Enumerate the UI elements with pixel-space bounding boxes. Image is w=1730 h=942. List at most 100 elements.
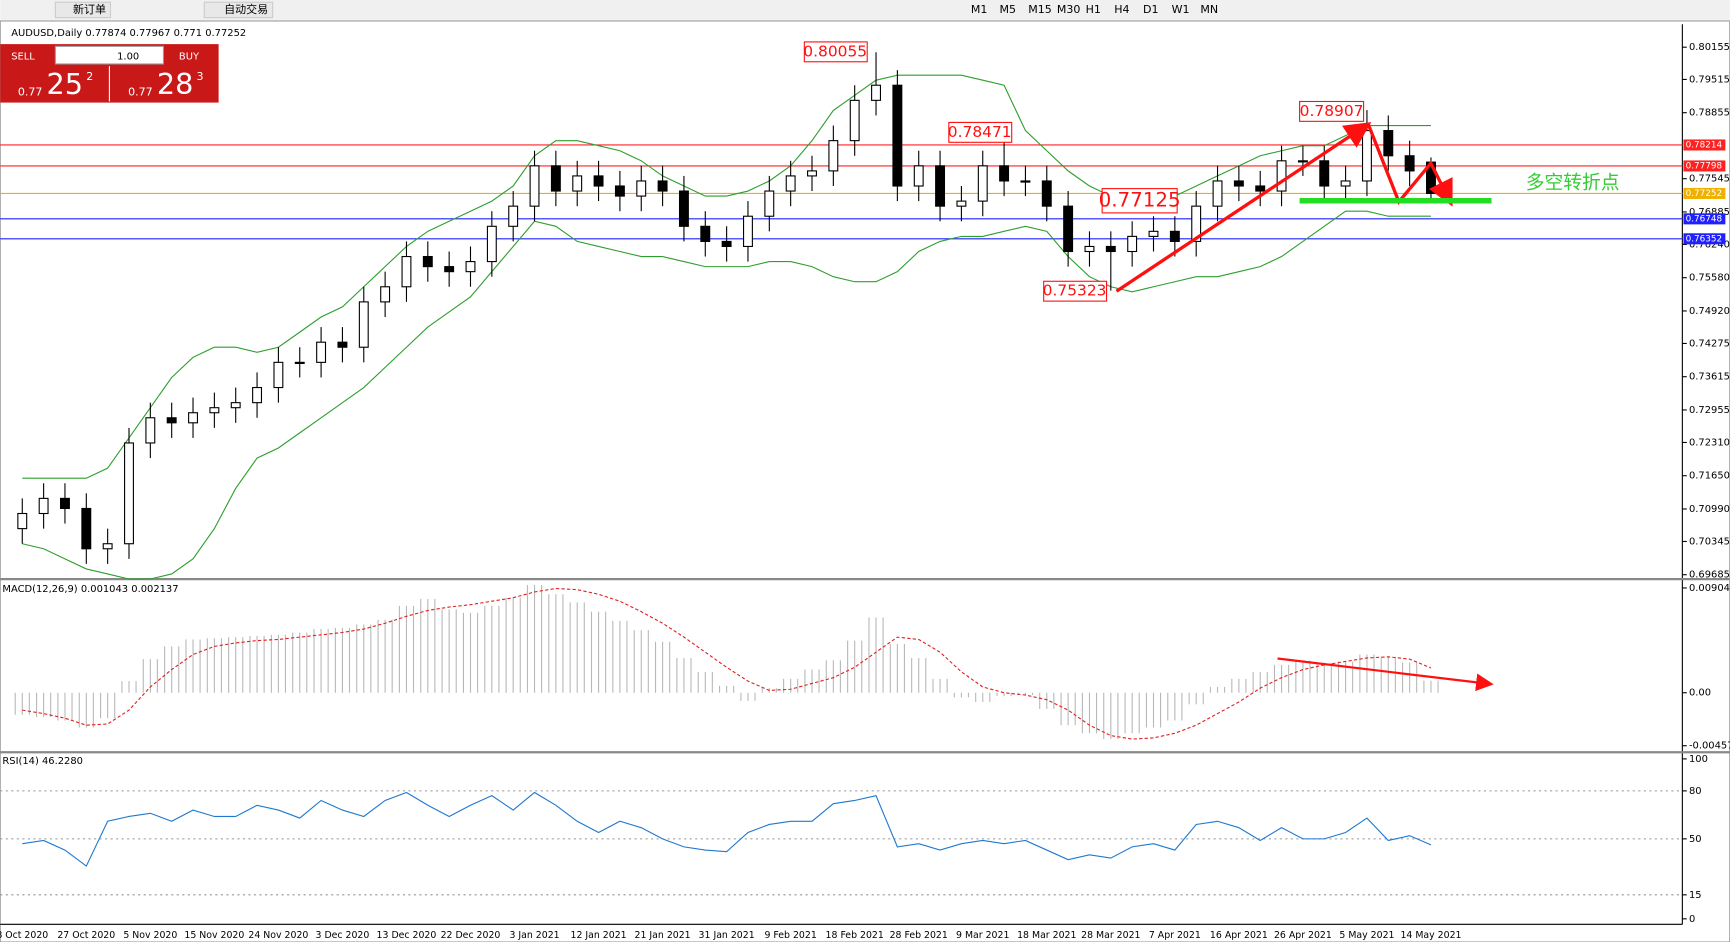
- candle-body: [508, 205, 519, 227]
- candle-body: [1169, 230, 1180, 242]
- macd-title: MACD(12,26,9) 0.001043 0.002137: [2, 584, 178, 595]
- buy-label[interactable]: BUY: [179, 51, 200, 62]
- candle-body: [764, 190, 775, 217]
- header-value: 0.77252: [205, 28, 246, 39]
- candle-body: [230, 402, 241, 409]
- candle-body: [358, 301, 369, 348]
- lots-input[interactable]: [54, 45, 165, 65]
- x-tick-label: 16 Apr 2021: [1210, 930, 1268, 941]
- annotation: 0.75323: [1043, 282, 1107, 300]
- drawings: [1115, 122, 1494, 692]
- candle-body: [401, 255, 412, 288]
- candle-body: [550, 165, 561, 192]
- candle-body: [913, 165, 924, 187]
- candle-body: [743, 215, 753, 248]
- timeframe-button[interactable]: M15: [1028, 3, 1052, 16]
- timeframe-button[interactable]: D1: [1143, 3, 1158, 16]
- sell-label[interactable]: SELL: [11, 51, 35, 62]
- y-tick-label: 15: [1689, 890, 1702, 901]
- header-value: MACD(12,26,9): [2, 584, 77, 595]
- candle-body: [657, 180, 668, 192]
- candle-body: [38, 497, 49, 515]
- x-tick-label: 9 Feb 2021: [765, 930, 817, 941]
- candle-body: [614, 185, 625, 197]
- y-tick-label: 0.78855: [1689, 108, 1730, 119]
- header-value: 0.771: [174, 28, 202, 39]
- y-tick-label: 0.71650: [1689, 471, 1730, 482]
- x-tick-label: 28 Mar 2021: [1081, 930, 1140, 941]
- timeframe-button[interactable]: H4: [1114, 3, 1129, 16]
- annotation-box: [1101, 188, 1178, 214]
- x-tick-label: 14 May 2021: [1400, 930, 1461, 941]
- x-tick-label: 12 Jan 2021: [571, 930, 627, 941]
- chart-window: [0, 20, 1730, 942]
- candle-body: [700, 225, 711, 242]
- y-tick-label: 0: [1689, 914, 1695, 925]
- y-tick-label: 0.72955: [1689, 405, 1730, 416]
- price-label-bg: [1683, 233, 1726, 245]
- price-label-bg: [1683, 213, 1726, 225]
- candle-body: [252, 386, 263, 404]
- x-tick-label: 18 Mar 2021: [1017, 930, 1076, 941]
- x-tick-label: 7 Apr 2021: [1149, 930, 1201, 941]
- header-value: 0.002137: [131, 584, 178, 595]
- sell-price-main: 25: [47, 67, 83, 101]
- x-tick-label: 9 Mar 2021: [956, 930, 1009, 941]
- new-order-button[interactable]: [54, 1, 112, 19]
- y-tick-label: 50: [1689, 834, 1702, 845]
- sell-button[interactable]: [4, 46, 49, 64]
- x-tick-label: 8 Oct 2020: [0, 930, 48, 941]
- candle-body: [1084, 245, 1095, 253]
- price-label-bg: [1683, 160, 1726, 172]
- timeframe-button[interactable]: MN: [1200, 3, 1218, 16]
- candle-body: [444, 266, 455, 273]
- price-label-bg: [1683, 187, 1726, 199]
- lots-value[interactable]: 1.00: [117, 51, 139, 62]
- y-tick-label: -0.004574: [1689, 741, 1730, 752]
- timeframe-button[interactable]: M5: [1000, 3, 1017, 16]
- y-tick-label: 0.76240: [1689, 239, 1730, 250]
- new-order-label[interactable]: 新订单: [73, 2, 106, 16]
- x-tick-label: 5 May 2021: [1339, 930, 1394, 941]
- timeframe-button[interactable]: W1: [1172, 3, 1190, 16]
- timeframe-button[interactable]: M30: [1057, 3, 1081, 16]
- timeframe-button[interactable]: M1: [971, 3, 988, 16]
- annotation: 0.77125: [1099, 188, 1181, 211]
- timeframe-button[interactable]: H1: [1086, 3, 1101, 16]
- auto-trade-label[interactable]: 自动交易: [224, 2, 268, 16]
- y-tick-label: 0.69685: [1689, 570, 1730, 581]
- auto-trade-button[interactable]: [203, 1, 274, 19]
- price-label: 0.77798: [1686, 161, 1722, 171]
- toolbar: [0, 0, 1730, 20]
- chart-header: AUDUSD,Daily 0.77874 0.77967 0.771 0.772…: [11, 28, 246, 39]
- candle-body: [145, 417, 156, 444]
- candle-body: [486, 225, 497, 263]
- annotation: 多空转折点: [1526, 172, 1620, 194]
- annotation-box: [803, 41, 868, 63]
- x-tick-label: 26 Apr 2021: [1274, 930, 1332, 941]
- price-label: 0.76352: [1686, 234, 1722, 244]
- x-tick-label: 18 Feb 2021: [826, 930, 884, 941]
- x-tick-label: 5 Nov 2020: [123, 930, 177, 941]
- candle-body: [721, 240, 732, 248]
- candle-body: [1340, 180, 1351, 187]
- candle-body: [828, 140, 839, 172]
- header-value: 0.77874: [85, 28, 126, 39]
- toolbar-buttons[interactable]: 新订单 自动交易: [54, 1, 274, 19]
- candle-body: [1319, 160, 1330, 187]
- x-tick-label: 15 Nov 2020: [184, 930, 244, 941]
- macd-arrow: [1277, 657, 1494, 692]
- candle-body: [81, 507, 92, 550]
- y-tick-label: 0.73615: [1689, 372, 1730, 383]
- candle-body: [1297, 160, 1308, 163]
- sell-price-sup: 2: [86, 70, 93, 83]
- candle-body: [999, 165, 1010, 182]
- x-tick-label: 27 Oct 2020: [57, 930, 115, 941]
- candle-body: [166, 417, 177, 424]
- candle-body: [572, 175, 583, 192]
- candle-body: [1212, 180, 1223, 207]
- candle-body: [1063, 205, 1074, 253]
- candle-body: [977, 165, 988, 202]
- candle-body: [1383, 130, 1394, 157]
- price-label-bg: [1683, 139, 1726, 151]
